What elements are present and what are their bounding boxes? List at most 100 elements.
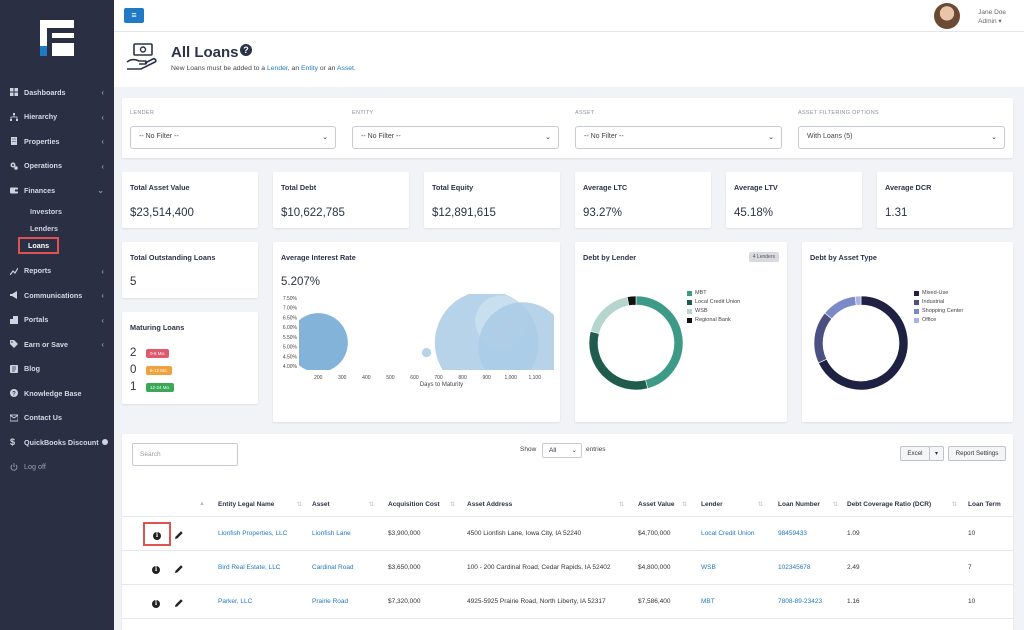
info-icon <box>101 439 108 446</box>
x-tick-label: 600 <box>410 375 419 381</box>
cell-asset[interactable]: Cardinal Road <box>312 564 354 571</box>
building-icon <box>11 137 17 146</box>
col-asset[interactable]: Asset <box>312 501 330 508</box>
report-settings-button[interactable]: Report Settings <box>948 446 1006 461</box>
donut-slice[interactable] <box>813 312 833 364</box>
sidebar-item-properties[interactable]: Properties ‹ <box>0 129 114 154</box>
bubble-point[interactable] <box>289 313 348 372</box>
sidebar-item-communications[interactable]: Communications ‹ <box>0 283 114 308</box>
sidebar-item-blog[interactable]: Blog <box>0 357 114 382</box>
envelope-icon <box>10 414 18 422</box>
cell-lender[interactable]: Local Credit Union <box>701 530 755 537</box>
donut-slice[interactable] <box>588 330 649 391</box>
sidebar-item-operations[interactable]: Operations ‹ <box>0 154 114 179</box>
cell-entity[interactable]: Parker, LLC <box>218 598 253 605</box>
sidebar-item-label: Operations <box>24 161 62 171</box>
cell-lender[interactable]: MBT <box>701 598 715 605</box>
cell-lender[interactable]: WSB <box>701 564 716 571</box>
legend-item[interactable]: Industrial <box>914 299 944 305</box>
sidebar-item-contact-us[interactable]: Contact Us <box>0 406 114 431</box>
cell-loan-term: 10 <box>968 598 976 605</box>
bubble-point[interactable] <box>478 302 560 391</box>
entries-select[interactable]: All ⌄ <box>542 443 582 458</box>
entity-filter-select[interactable]: -- No Filter -- ⌄ <box>352 126 559 149</box>
lender-filter-select[interactable]: -- No Filter -- ⌄ <box>130 126 336 149</box>
cell-entity[interactable]: Lionfish Properties, LLC <box>218 530 288 537</box>
menu-toggle-button[interactable]: ≡ <box>124 8 144 23</box>
cell-asset[interactable]: Lionfish Lane <box>312 530 351 537</box>
donut-slice[interactable] <box>635 295 684 389</box>
view-details-button[interactable]: i <box>147 559 165 577</box>
user-menu[interactable]: Jane Doe Admin ▾ <box>978 8 1006 26</box>
subtitle-text: . <box>353 65 356 72</box>
sidebar-item-dashboards[interactable]: Dashboards ‹ <box>0 80 114 105</box>
money-hand-icon <box>126 43 157 70</box>
col-asset-value[interactable]: Asset Value <box>638 501 675 508</box>
search-input[interactable]: Search <box>132 443 238 466</box>
donut-slice[interactable] <box>626 295 637 307</box>
sort-icon: ⇅ <box>619 502 625 508</box>
entity-link[interactable]: Entity <box>301 65 319 72</box>
cell-asset[interactable]: Prairie Road <box>312 598 349 605</box>
col-loan-number[interactable]: Loan Number <box>778 501 820 508</box>
asset-filter-select[interactable]: -- No Filter -- ⌄ <box>575 126 782 149</box>
cell-asset-value: $4,700,000 <box>638 530 671 537</box>
legend-swatch <box>914 290 919 296</box>
legend-item[interactable]: MBT <box>687 290 707 296</box>
asset-options-select[interactable]: With Loans (5) ⌄ <box>798 126 1005 149</box>
legend-swatch <box>914 308 919 314</box>
sidebar-subitem-lenders[interactable]: Lenders <box>0 220 114 237</box>
pencil-icon <box>175 598 183 607</box>
edit-button[interactable] <box>170 593 188 611</box>
sidebar-item-hierarchy[interactable]: Hierarchy ‹ <box>0 105 114 130</box>
info-icon: i <box>153 532 161 540</box>
view-details-button[interactable]: i <box>147 593 165 611</box>
donut-slice[interactable] <box>854 295 862 306</box>
chevron-left-icon: ‹ <box>101 88 104 97</box>
sort-icon[interactable]: ▲ <box>199 501 205 507</box>
col-entity-legal-name[interactable]: Entity Legal Name <box>218 501 275 508</box>
cell-loan-number[interactable]: 98459433 <box>778 530 807 537</box>
lender-link[interactable]: Lender <box>266 65 288 72</box>
cell-loan-number[interactable]: 102345678 <box>778 564 811 571</box>
sidebar-item-log-off[interactable]: Log off <box>0 455 114 480</box>
excel-dropdown-button[interactable]: ▾ <box>929 446 944 461</box>
excel-button[interactable]: Excel <box>900 446 930 461</box>
legend-item[interactable]: Office <box>914 317 936 323</box>
sidebar-item-quickbooks-discount[interactable]: $ QuickBooks Discount <box>0 430 114 455</box>
sidebar-subitem-loans[interactable]: Loans <box>0 236 114 254</box>
cell-loan-number[interactable]: 7808-89-23423 <box>778 598 823 605</box>
bubble-point[interactable] <box>421 347 432 358</box>
legend-label: WSB <box>695 308 708 314</box>
x-tick-label: 200 <box>314 375 323 381</box>
col-lender[interactable]: Lender <box>701 501 723 508</box>
sidebar-item-knowledge-base[interactable]: ? Knowledge Base <box>0 381 114 406</box>
cell-entity[interactable]: Bird Real Estate, LLC <box>218 564 281 571</box>
sidebar-item-finances[interactable]: Finances ⌄ <box>0 178 114 203</box>
col-dcr[interactable]: Debt Coverage Ratio (DCR) <box>847 501 932 508</box>
edit-button[interactable] <box>170 525 188 543</box>
view-details-button[interactable]: i <box>143 522 171 546</box>
stat-value: $23,514,400 <box>130 207 194 219</box>
legend-item[interactable]: WSB <box>687 308 708 314</box>
col-asset-address[interactable]: Asset Address <box>467 501 513 508</box>
sidebar-item-earn-or-save[interactable]: Earn or Save ‹ <box>0 332 114 357</box>
select-value: -- No Filter -- <box>139 133 179 140</box>
maturing-row: 0 6-12 Mo. <box>130 363 172 377</box>
donut-slice[interactable] <box>824 296 857 320</box>
col-acquisition-cost[interactable]: Acquisition Cost <box>388 501 440 508</box>
asset-link[interactable]: Asset <box>336 65 354 72</box>
help-icon[interactable]: ? <box>240 44 252 56</box>
donut-slice[interactable] <box>590 296 630 334</box>
avatar[interactable] <box>934 3 960 29</box>
legend-item[interactable]: Local Credit Union <box>687 299 740 305</box>
edit-button[interactable] <box>170 559 188 577</box>
legend-item[interactable]: Regional Bank <box>687 317 731 323</box>
legend-item[interactable]: Mixed-Use <box>914 290 948 296</box>
stat-card-average-ltv: Average LTV 45.18% <box>726 172 862 228</box>
col-loan-term[interactable]: Loan Term <box>968 501 1001 508</box>
sidebar-item-reports[interactable]: Reports ‹ <box>0 259 114 284</box>
sidebar-subitem-investors[interactable]: Investors <box>0 203 114 220</box>
sidebar-item-portals[interactable]: Portals ‹ <box>0 308 114 333</box>
legend-item[interactable]: Shopping Center <box>914 308 963 314</box>
